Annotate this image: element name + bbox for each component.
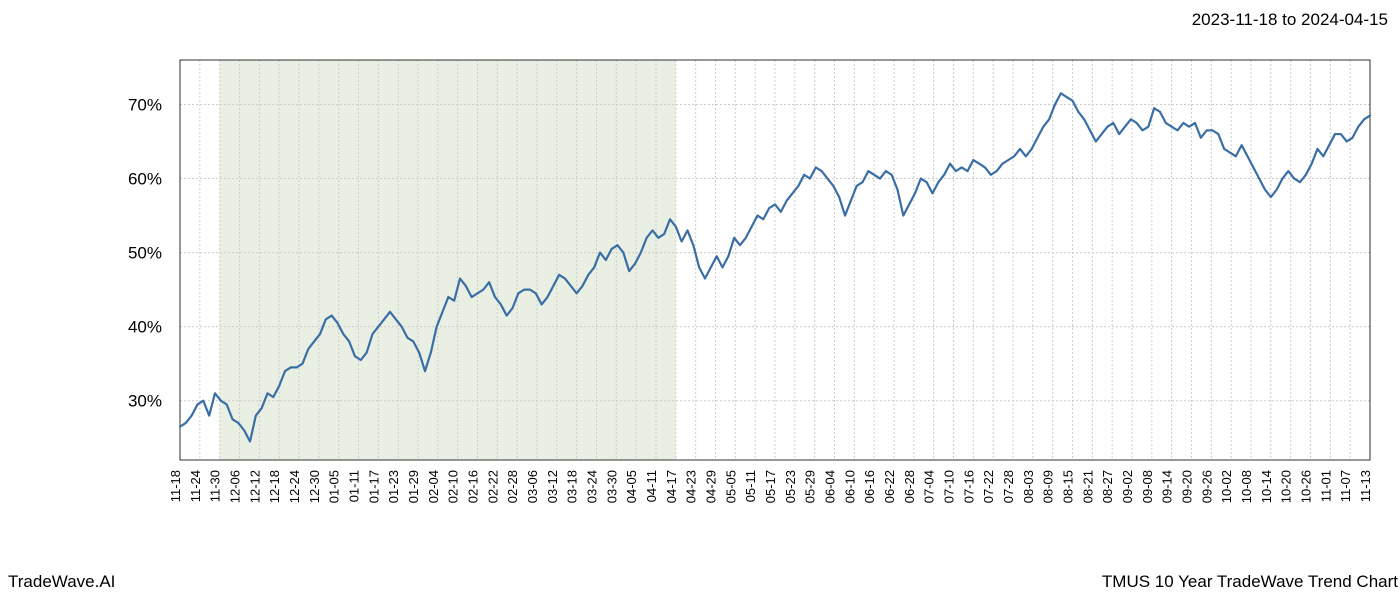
line-chart: 30% 40% 50% 60% 70% 11-18 11-24 11-30 12-06 12-12… <box>0 0 1400 600</box>
y-tick-label: 40% <box>128 318 162 337</box>
brand-label: TradeWave.AI <box>8 572 115 592</box>
x-tick-label: 08-09 <box>1041 470 1056 503</box>
x-tick-label: 04-29 <box>704 470 719 503</box>
x-tick-label: 02-16 <box>466 470 481 503</box>
x-tick-label: 05-23 <box>783 470 798 503</box>
x-tick-label: 01-17 <box>366 470 381 503</box>
x-tick-label: 06-10 <box>842 470 857 503</box>
chart-container: 30% 40% 50% 60% 70% 11-18 11-24 11-30 12-06 12-12… <box>0 0 1400 600</box>
x-tick-label: 06-16 <box>862 470 877 503</box>
x-tick-label: 02-28 <box>505 470 520 503</box>
x-tick-label: 04-05 <box>624 470 639 503</box>
x-tick-label: 09-20 <box>1180 470 1195 503</box>
x-tick-label: 02-04 <box>426 470 441 503</box>
x-tick-label: 12-12 <box>247 470 262 503</box>
x-tick-label: 03-18 <box>565 470 580 503</box>
x-tick-label: 01-11 <box>347 470 362 502</box>
x-tick-label: 08-03 <box>1021 470 1036 503</box>
x-tick-label: 08-15 <box>1061 470 1076 503</box>
x-tick-label: 12-24 <box>287 470 302 503</box>
date-range-label: 2023-11-18 to 2024-04-15 <box>1192 10 1388 30</box>
x-tick-label: 10-08 <box>1239 470 1254 503</box>
x-tick-label: 09-02 <box>1120 470 1135 503</box>
x-tick-label: 04-11 <box>644 470 659 502</box>
x-tick-label: 07-04 <box>922 470 937 503</box>
x-tick-label: 03-12 <box>545 470 560 503</box>
x-tick-label: 10-02 <box>1219 470 1234 503</box>
x-tick-label: 11-13 <box>1358 470 1373 502</box>
x-tick-label: 11-30 <box>208 470 223 502</box>
x-tick-label: 11-24 <box>188 470 203 502</box>
x-tick-label: 10-20 <box>1279 470 1294 503</box>
x-tick-label: 03-30 <box>604 470 619 503</box>
x-tick-label: 12-18 <box>267 470 282 503</box>
x-tick-label: 05-29 <box>803 470 818 503</box>
highlight-region <box>220 60 676 460</box>
x-tick-label: 05-11 <box>743 470 758 502</box>
y-tick-label: 30% <box>128 392 162 411</box>
x-tick-label: 02-22 <box>485 470 500 503</box>
x-tick-label: 04-23 <box>684 470 699 503</box>
y-tick-label: 50% <box>128 244 162 263</box>
y-tick-label: 70% <box>128 95 162 114</box>
x-tick-label: 09-26 <box>1199 470 1214 503</box>
x-tick-label: 11-01 <box>1318 470 1333 502</box>
x-tick-label: 06-04 <box>823 470 838 503</box>
x-tick-label: 08-27 <box>1100 470 1115 503</box>
x-tick-label: 07-22 <box>981 470 996 503</box>
x-tick-label: 10-26 <box>1299 470 1314 503</box>
x-tick-label: 05-17 <box>763 470 778 503</box>
x-tick-label: 10-14 <box>1259 470 1274 503</box>
x-tick-label: 06-28 <box>902 470 917 503</box>
x-tick-label: 07-28 <box>1001 470 1016 503</box>
chart-title: TMUS 10 Year TradeWave Trend Chart <box>1102 572 1398 592</box>
x-tick-label: 01-23 <box>386 470 401 503</box>
x-tick-label: 08-21 <box>1080 470 1095 503</box>
x-tick-label: 01-29 <box>406 470 421 503</box>
x-tick-label: 07-16 <box>961 470 976 503</box>
x-tick-label: 05-05 <box>723 470 738 503</box>
x-tick-label: 01-05 <box>327 470 342 503</box>
x-tick-label: 03-24 <box>585 470 600 503</box>
x-tick-label: 07-10 <box>942 470 957 503</box>
x-tick-label: 12-30 <box>307 470 322 503</box>
x-tick-label: 03-06 <box>525 470 540 503</box>
x-tick-label: 11-18 <box>168 470 183 502</box>
x-tick-label: 09-14 <box>1160 470 1175 503</box>
x-tick-label: 11-07 <box>1338 470 1353 502</box>
x-tick-label: 04-17 <box>664 470 679 503</box>
x-tick-label: 09-08 <box>1140 470 1155 503</box>
x-tick-label: 12-06 <box>228 470 243 503</box>
x-tick-label: 06-22 <box>882 470 897 503</box>
y-tick-label: 60% <box>128 170 162 189</box>
x-tick-label: 02-10 <box>446 470 461 503</box>
